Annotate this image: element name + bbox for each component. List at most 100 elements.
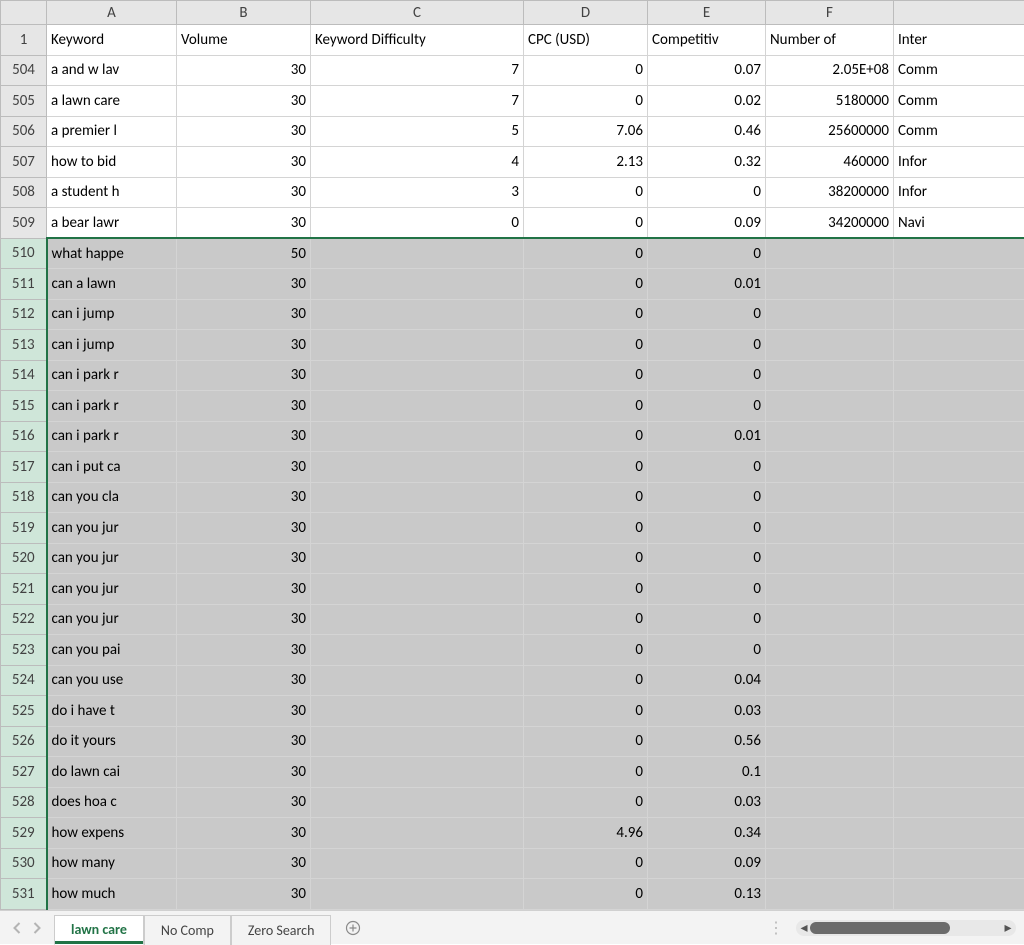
cell[interactable] <box>894 360 1024 391</box>
scrollbar-thumb[interactable] <box>810 922 950 934</box>
row-header[interactable]: 515 <box>1 391 47 422</box>
cell[interactable]: 0 <box>524 330 648 361</box>
cell[interactable]: Infor <box>894 177 1024 208</box>
cell[interactable]: 2.13 <box>524 147 648 178</box>
cell[interactable]: 30 <box>177 330 311 361</box>
cell[interactable]: 30 <box>177 452 311 483</box>
cell[interactable]: how many <box>47 848 177 879</box>
cell[interactable] <box>311 726 524 757</box>
cell[interactable]: a and w lav <box>47 55 177 86</box>
cell[interactable]: do lawn cai <box>47 757 177 788</box>
cell[interactable]: 0 <box>648 604 766 635</box>
cell[interactable]: Keyword Difficulty <box>311 25 524 56</box>
cell[interactable] <box>311 269 524 300</box>
cell[interactable] <box>766 452 894 483</box>
cell[interactable]: 0 <box>311 208 524 239</box>
cell[interactable]: 0 <box>524 208 648 239</box>
cell[interactable]: Comm <box>894 55 1024 86</box>
cell[interactable]: a lawn care <box>47 86 177 117</box>
cell[interactable]: can i park r <box>47 421 177 452</box>
row-header[interactable]: 518 <box>1 482 47 513</box>
cell[interactable]: 30 <box>177 513 311 544</box>
cell[interactable]: 0 <box>648 330 766 361</box>
cell[interactable]: 7 <box>311 86 524 117</box>
cell[interactable] <box>766 818 894 849</box>
cell[interactable] <box>311 452 524 483</box>
cell[interactable]: 0.09 <box>648 848 766 879</box>
cell[interactable] <box>766 574 894 605</box>
cell[interactable] <box>766 299 894 330</box>
cell[interactable]: 0 <box>524 879 648 910</box>
cell[interactable]: does hoa c <box>47 787 177 818</box>
cell[interactable]: 5 <box>311 116 524 147</box>
cell[interactable]: a premier l <box>47 116 177 147</box>
cell[interactable]: 0 <box>524 513 648 544</box>
cell[interactable]: 30 <box>177 604 311 635</box>
cell[interactable]: 30 <box>177 848 311 879</box>
cell[interactable]: 0 <box>648 543 766 574</box>
cell[interactable] <box>766 330 894 361</box>
cell[interactable]: 0 <box>524 391 648 422</box>
cell[interactable]: can i put ca <box>47 452 177 483</box>
cell[interactable]: Volume <box>177 25 311 56</box>
row-header[interactable]: 516 <box>1 421 47 452</box>
cell[interactable]: can you pai <box>47 635 177 666</box>
cell[interactable]: 30 <box>177 635 311 666</box>
cell[interactable] <box>894 665 1024 696</box>
cell[interactable]: 30 <box>177 543 311 574</box>
cell[interactable]: 30 <box>177 299 311 330</box>
cell[interactable]: 0 <box>524 543 648 574</box>
cell[interactable]: 30 <box>177 208 311 239</box>
cell[interactable]: 0 <box>648 452 766 483</box>
cell[interactable]: a student h <box>47 177 177 208</box>
cell[interactable]: 0.32 <box>648 147 766 178</box>
cell[interactable]: Inter <box>894 25 1024 56</box>
cell[interactable]: 0 <box>524 787 648 818</box>
cell[interactable]: 30 <box>177 665 311 696</box>
cell[interactable]: 0 <box>524 360 648 391</box>
cell[interactable] <box>894 696 1024 727</box>
cell[interactable]: 0 <box>648 238 766 269</box>
cell[interactable]: 0 <box>524 665 648 696</box>
cell[interactable]: 30 <box>177 360 311 391</box>
cell[interactable]: 0 <box>648 177 766 208</box>
cell[interactable] <box>766 604 894 635</box>
cell[interactable]: Infor <box>894 147 1024 178</box>
cell[interactable]: 0.01 <box>648 269 766 300</box>
cell[interactable]: 30 <box>177 86 311 117</box>
cell[interactable] <box>311 482 524 513</box>
cell[interactable]: 7 <box>311 55 524 86</box>
cell[interactable]: can you jur <box>47 513 177 544</box>
cell[interactable]: 30 <box>177 726 311 757</box>
cell[interactable] <box>894 330 1024 361</box>
cell[interactable]: can a lawn <box>47 269 177 300</box>
sheet-tab[interactable]: lawn care <box>54 915 144 945</box>
row-header[interactable]: 505 <box>1 86 47 117</box>
row-header[interactable]: 509 <box>1 208 47 239</box>
scroll-right-icon[interactable]: ▸ <box>1002 922 1014 934</box>
tab-nav-arrows[interactable] <box>0 922 54 934</box>
cell[interactable]: 0 <box>648 360 766 391</box>
cell[interactable]: 34200000 <box>766 208 894 239</box>
cell[interactable] <box>894 391 1024 422</box>
cell[interactable]: 0.09 <box>648 208 766 239</box>
cell[interactable] <box>311 848 524 879</box>
col-header-E[interactable]: E <box>648 1 766 25</box>
cell[interactable]: 30 <box>177 391 311 422</box>
spreadsheet-grid[interactable]: A B C D E F 1 Keyword Volume Keyword Dif… <box>0 0 1024 910</box>
row-header[interactable]: 506 <box>1 116 47 147</box>
row-header[interactable]: 530 <box>1 848 47 879</box>
cell[interactable]: do i have t <box>47 696 177 727</box>
cell[interactable] <box>894 269 1024 300</box>
col-header-D[interactable]: D <box>524 1 648 25</box>
cell[interactable] <box>766 665 894 696</box>
cell[interactable]: 50 <box>177 238 311 269</box>
cell[interactable] <box>766 757 894 788</box>
col-header-A[interactable]: A <box>47 1 177 25</box>
cell[interactable]: Comm <box>894 86 1024 117</box>
cell[interactable]: 0.46 <box>648 116 766 147</box>
cell[interactable] <box>311 513 524 544</box>
row-header[interactable]: 527 <box>1 757 47 788</box>
cell[interactable] <box>311 543 524 574</box>
row-header[interactable]: 517 <box>1 452 47 483</box>
